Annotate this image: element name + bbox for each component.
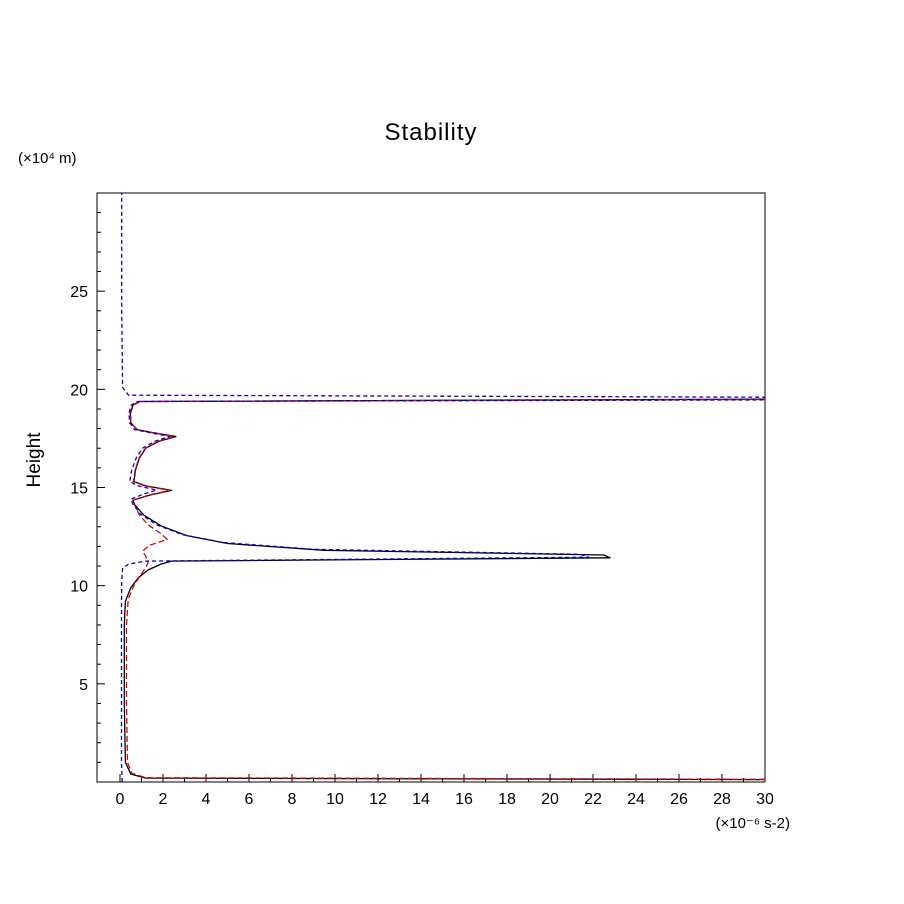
x-tick-label: 16 <box>455 791 473 808</box>
x-tick-label: 28 <box>713 791 731 808</box>
x-tick-label: 4 <box>202 791 211 808</box>
plot-frame <box>96 192 766 783</box>
x-tick-label: 18 <box>498 791 516 808</box>
y-tick-label: 25 <box>70 284 88 301</box>
x-tick-label: 26 <box>670 791 688 808</box>
x-tick-label: 22 <box>584 791 602 808</box>
red-dashed-line <box>125 398 766 780</box>
black-solid-line <box>123 398 766 781</box>
x-tick-label: 14 <box>412 791 430 808</box>
y-tick-label: 15 <box>70 481 88 498</box>
x-tick-label: 12 <box>369 791 387 808</box>
x-tick-label: 10 <box>326 791 344 808</box>
y-tick-label: 10 <box>70 579 88 596</box>
x-axis-unit-label: (×10⁻⁶ s-2) <box>715 815 790 832</box>
x-tick-label: 8 <box>288 791 297 808</box>
y-tick-label: 20 <box>70 382 88 399</box>
x-tick-label: 20 <box>541 791 559 808</box>
y-axis-unit-label: (×10⁴ m) <box>18 150 77 167</box>
x-tick-label: 6 <box>245 791 254 808</box>
y-axis-title: Height <box>24 432 45 488</box>
x-tick-label: 2 <box>159 791 168 808</box>
x-tick-label: 24 <box>627 791 645 808</box>
blue-dashed-line <box>120 193 766 783</box>
x-tick-label: 0 <box>116 791 125 808</box>
y-tick-label: 5 <box>79 677 88 694</box>
chart-title: Stability <box>384 119 477 146</box>
x-tick-label: 30 <box>756 791 774 808</box>
